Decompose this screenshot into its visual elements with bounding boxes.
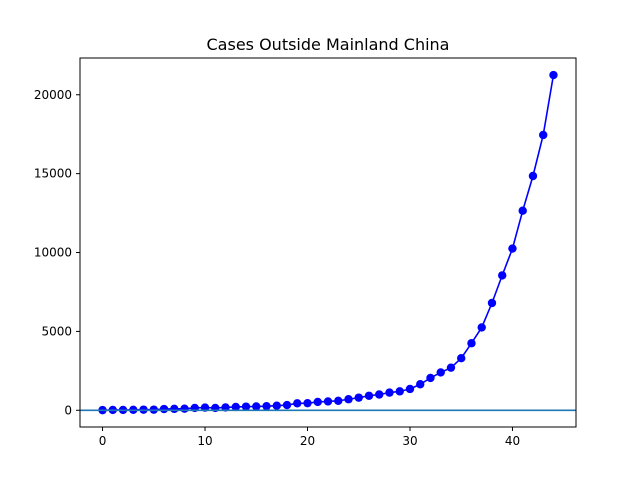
data-point — [498, 271, 507, 280]
data-point — [385, 388, 394, 397]
data-point — [344, 395, 353, 404]
data-point — [508, 244, 517, 253]
data-point — [334, 396, 343, 406]
x-tick-label: 40 — [505, 434, 520, 448]
data-point — [477, 323, 486, 332]
data-point — [416, 380, 425, 389]
data-point — [395, 387, 404, 396]
data-point — [241, 402, 251, 411]
chart-title: Cases Outside Mainland China — [207, 35, 450, 54]
data-point — [180, 404, 189, 413]
plot-frame — [79, 57, 577, 428]
x-tick-label: 0 — [99, 434, 107, 448]
data-point — [375, 390, 384, 399]
x-tick-label: 20 — [300, 434, 315, 448]
data-point — [405, 384, 415, 394]
data-point — [426, 373, 435, 383]
y-tick-label: 20000 — [34, 88, 72, 102]
data-point — [293, 399, 302, 408]
data-point — [354, 393, 363, 402]
plot-area: 0 10 20 30 40 0 5000 10000 15000 20000 — [34, 57, 577, 448]
x-tick-label: 10 — [197, 434, 212, 448]
data-point — [549, 70, 558, 80]
data-point — [518, 206, 527, 215]
x-tick-label: 30 — [402, 434, 417, 448]
series-line — [102, 74, 555, 411]
data-point — [170, 404, 179, 414]
data-point — [446, 363, 456, 372]
data-point — [159, 404, 169, 414]
data-point — [313, 397, 322, 407]
y-tick-label: 5000 — [41, 324, 72, 338]
data-point — [231, 402, 240, 412]
data-point — [272, 401, 281, 410]
data-point — [252, 402, 261, 411]
y-tick-label: 15000 — [34, 167, 72, 181]
data-point — [282, 400, 292, 410]
data-point — [303, 398, 312, 408]
data-point — [467, 339, 476, 348]
data-point — [457, 354, 466, 363]
y-tick-label: 10000 — [34, 246, 72, 260]
data-point — [436, 368, 445, 377]
data-point — [487, 298, 497, 308]
y-tick-label: 0 — [64, 403, 72, 417]
data-point — [539, 130, 548, 140]
data-point — [364, 391, 374, 400]
data-point — [262, 401, 271, 411]
data-point — [323, 397, 333, 406]
data-point — [528, 171, 538, 181]
